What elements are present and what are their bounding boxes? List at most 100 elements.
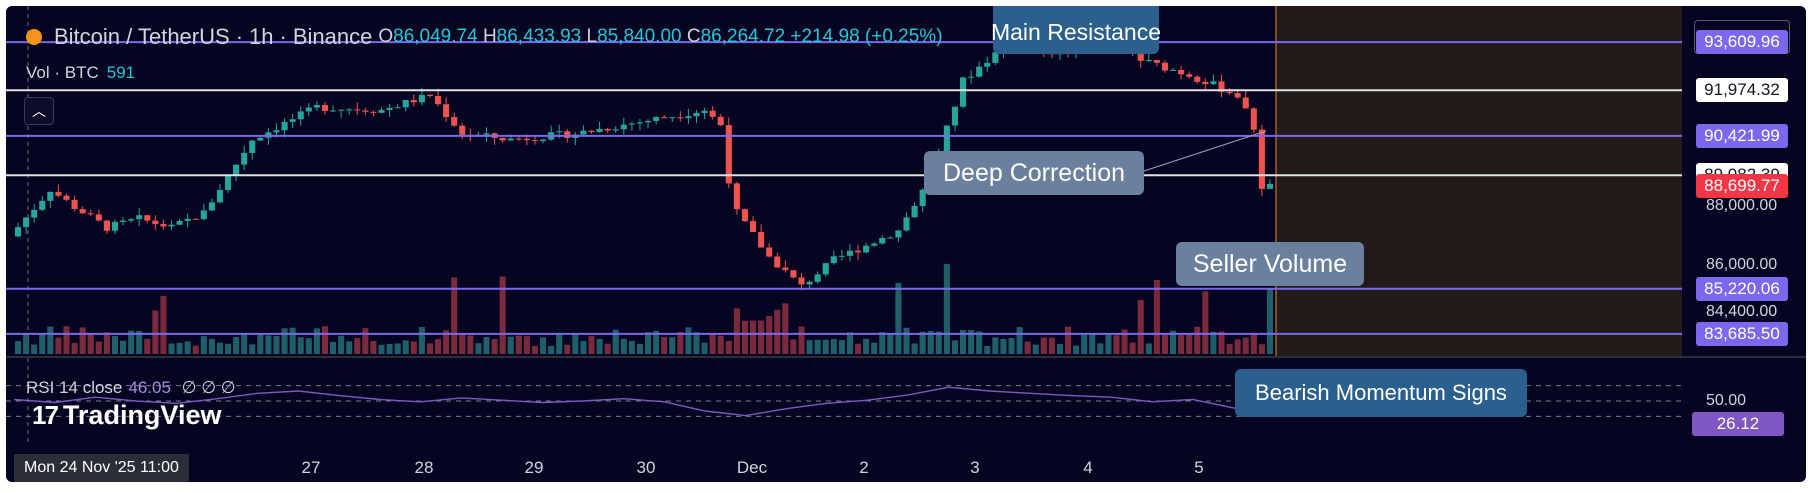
volume-bar (1016, 327, 1023, 354)
candle (305, 107, 312, 112)
x-tick-label: Dec (736, 458, 768, 477)
candle (1137, 52, 1144, 61)
volume-bar (184, 341, 191, 354)
candle (257, 137, 264, 141)
volume-bar (305, 338, 312, 354)
candle (410, 100, 417, 103)
interval[interactable]: 1h (249, 24, 274, 49)
candle (976, 66, 983, 77)
annotation-deep-correction[interactable]: Deep Correction (924, 151, 1144, 195)
candle (370, 111, 377, 113)
volume-value: 591 (106, 63, 136, 82)
candle (960, 77, 967, 107)
candle (354, 109, 361, 111)
volume-bar (733, 308, 740, 354)
x-tick-label: 2 (859, 458, 869, 477)
price-label-2: 90,421.99 (1696, 123, 1788, 148)
volume-bar (548, 345, 555, 354)
candle (152, 220, 159, 225)
candle (144, 215, 151, 221)
candle (717, 116, 724, 126)
x-tick-label: 4 (1083, 458, 1093, 477)
candle (685, 116, 692, 119)
volume-bar (814, 339, 821, 354)
volume-bar (943, 263, 950, 354)
volume-legend[interactable]: Vol · BTC 591 (26, 63, 136, 82)
price-label-5: 85,220.06 (1696, 276, 1788, 301)
volume-bar (71, 342, 78, 354)
volume-bar (168, 343, 175, 354)
symbol-name[interactable]: Bitcoin / TetherUS (54, 24, 230, 49)
collapse-legend-button[interactable]: ︿ (24, 97, 54, 125)
candle (1242, 97, 1249, 109)
candle (725, 125, 732, 184)
volume-bar (257, 333, 264, 354)
volume-bar (927, 330, 934, 354)
candle (31, 209, 38, 218)
volume-bar (887, 334, 894, 354)
candle (225, 175, 232, 190)
candle (951, 106, 958, 126)
annotation-main-resistance[interactable]: Main Resistance (991, 6, 1161, 54)
candle (338, 109, 345, 111)
rsi-legend[interactable]: RSI 14 close 46.05 ∅ ∅ ∅ (26, 378, 236, 397)
candle (1145, 59, 1152, 61)
volume-bar (499, 276, 506, 354)
candle (1202, 81, 1209, 85)
candle (483, 133, 490, 135)
symbol-header[interactable]: Bitcoin / TetherUS · 1h · Binance O86,04… (26, 24, 943, 50)
volume-bar (120, 340, 127, 354)
volume-bar (564, 344, 571, 354)
candle (39, 200, 46, 210)
volume-bar (354, 338, 361, 354)
volume-bar (935, 331, 942, 354)
volume-bar (443, 330, 450, 354)
volume-bar (1081, 334, 1088, 354)
price-label-4: 88,699.77 (1696, 174, 1788, 199)
candle (798, 277, 805, 285)
volume-bar (677, 331, 684, 354)
candle (604, 128, 611, 131)
candle (241, 152, 248, 165)
candle (879, 237, 886, 244)
candle (523, 138, 530, 141)
tradingview-logo: 17 TradingView (32, 400, 222, 430)
annotation-seller-volume[interactable]: Seller Volume (1176, 242, 1364, 286)
candle (1266, 183, 1273, 189)
volume-bar (540, 337, 547, 354)
volume-bar (1170, 330, 1177, 354)
candle (386, 107, 393, 110)
candle (208, 202, 215, 211)
candle (580, 130, 587, 135)
candle (677, 117, 684, 119)
candle (233, 164, 240, 176)
candle (128, 219, 135, 221)
volume-bar (1089, 333, 1096, 354)
volume-bar (451, 277, 458, 354)
candle (402, 100, 409, 108)
annotation-bearish-momentum[interactable]: Bearish Momentum Signs (1235, 369, 1527, 417)
candle (871, 243, 878, 246)
y-tick-label: 88,000.00 (1706, 197, 1778, 215)
candle (459, 125, 466, 135)
volume-bar (216, 342, 223, 354)
rsi-value: 46.05 (128, 378, 171, 397)
volume-bar (782, 303, 789, 354)
volume-bar (1113, 335, 1120, 354)
candle (887, 237, 894, 239)
volume-bar (871, 342, 878, 354)
volume-bar (144, 338, 151, 354)
volume-bar (766, 315, 773, 354)
chart-frame: Bitcoin / TetherUS · 1h · Binance O86,04… (6, 6, 1806, 482)
volume-bar (693, 332, 700, 354)
volume-bar (435, 338, 442, 354)
chart-canvas[interactable] (6, 6, 1806, 482)
volume-bar (1129, 342, 1136, 354)
volume-bar (128, 330, 135, 354)
volume-bar (556, 334, 563, 354)
candle (1210, 81, 1217, 85)
candle (814, 274, 821, 282)
rsi-level-label: 50.00 (1706, 392, 1747, 409)
candle (289, 119, 296, 122)
candle (1194, 76, 1201, 82)
